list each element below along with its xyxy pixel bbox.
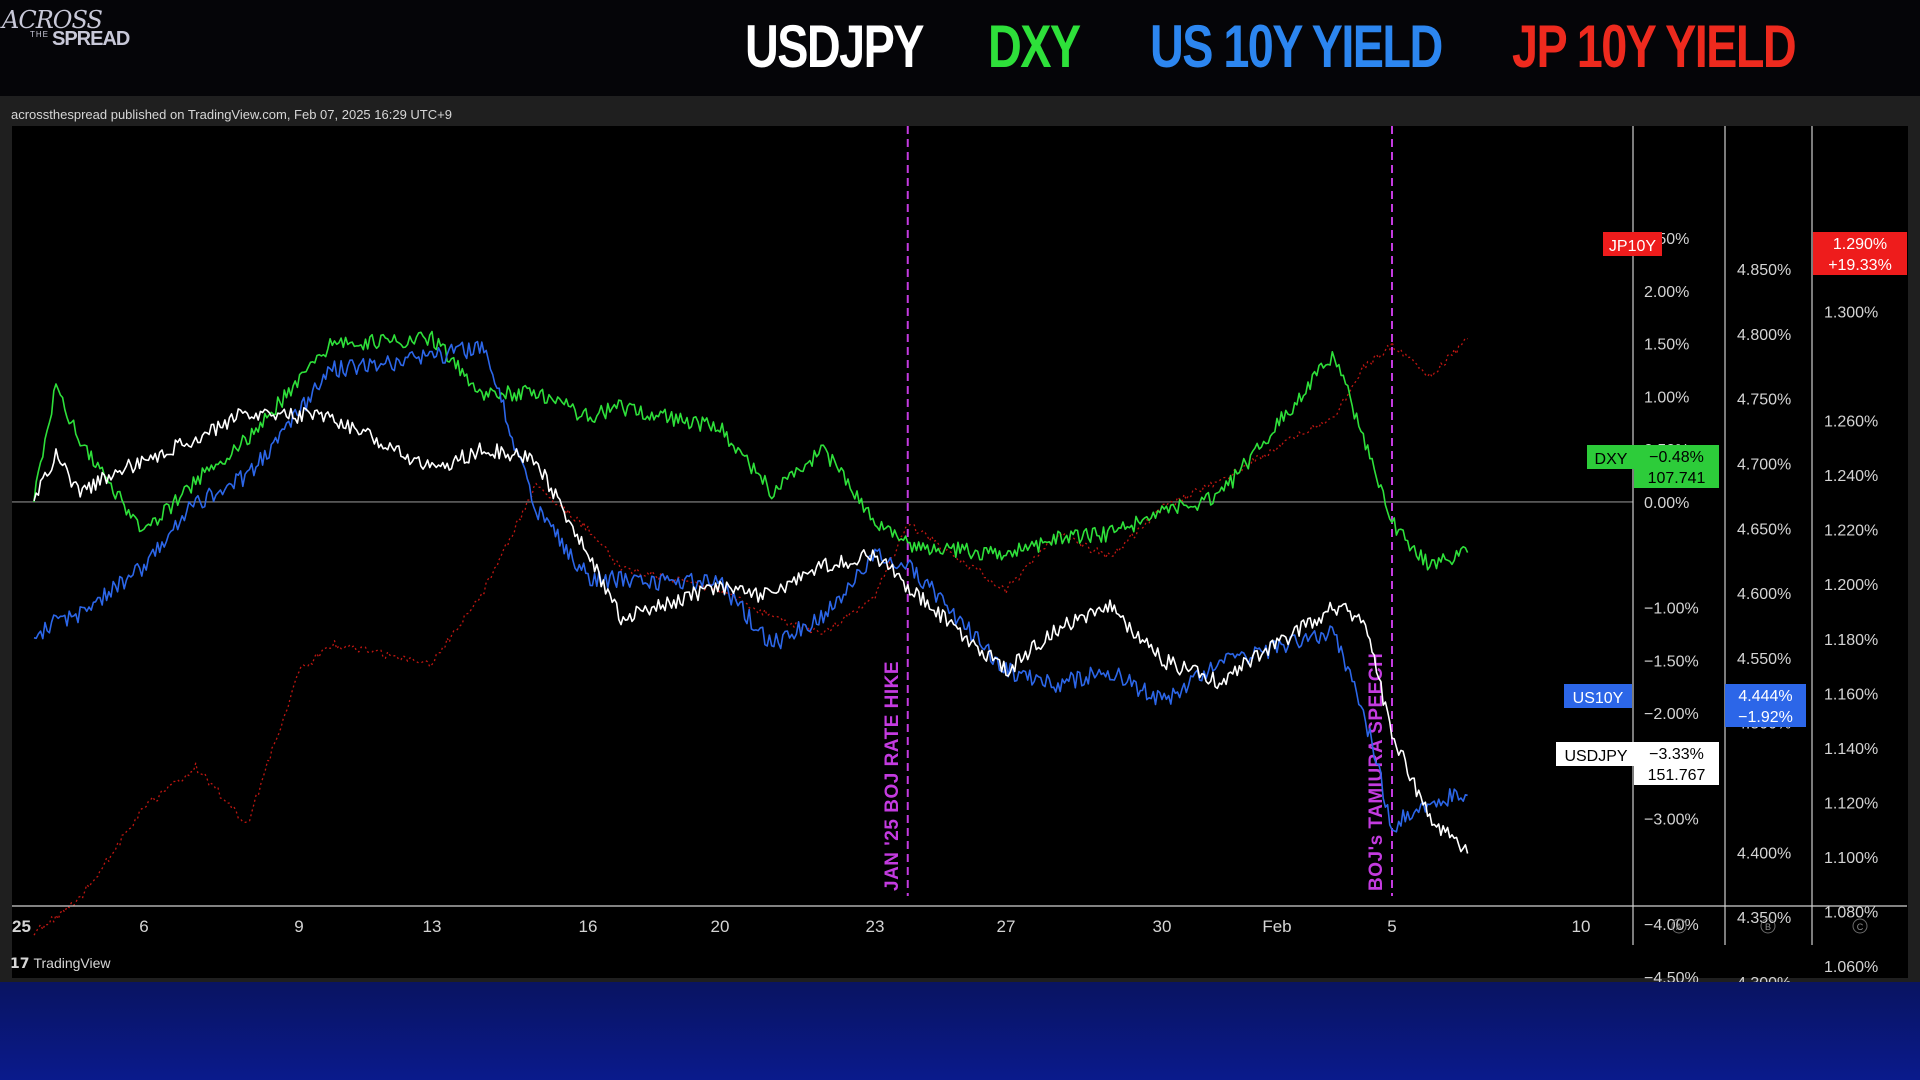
x-tick-10: 5 [1387,917,1396,936]
annotation-label-1: BOJ's TAMIURA SPEECH [1366,653,1387,891]
scale-c-tick-7: 1.160% [1824,686,1878,703]
series-line-usdjpy [33,407,1469,854]
badge-usdjpy-change-bg [1634,742,1719,764]
title-usdjpy: USDJPY [745,13,924,80]
scale-b-tick-1: 4.800% [1737,327,1791,344]
scale-b-tick-2: 4.750% [1737,392,1791,409]
badge-us10y-change-bg [1725,705,1806,727]
scale-a-tick-12: −4.50% [1644,970,1699,982]
badge-dxy-name-bg [1587,445,1635,469]
badge-usdjpy-change-text: −3.33% [1649,746,1704,763]
scale-b-tick-3: 4.700% [1737,456,1791,473]
scale-letter-2: C [1857,922,1864,932]
scale-b-tick-9: 4.350% [1737,910,1791,927]
badge-dxy-name-text: DXY [1595,451,1628,468]
scale-c-tick-11: 1.080% [1824,904,1878,921]
scale-a-tick-11: −4.00% [1644,917,1699,934]
scale-b-tick-10: 4.300% [1737,975,1791,982]
x-tick-7: 27 [997,917,1016,936]
scale-a-tick-6: −1.00% [1644,601,1699,618]
badge-usdjpy-value-text: 151.767 [1648,767,1706,784]
badge-jp10y-value-text: 1.290% [1833,236,1887,253]
badge-us10y-name-bg [1564,684,1632,708]
x-tick-9: Feb [1262,917,1291,936]
brand-logo: ACROSS THE SPREAD [2,6,132,50]
scale-b-tick-0: 4.850% [1737,262,1791,279]
scale-a-tick-2: 1.50% [1644,337,1689,354]
badge-usdjpy-name-text: USDJPY [1564,748,1627,765]
scale-a-tick-10: −3.00% [1644,812,1699,829]
x-tick-0: 25 [12,917,31,936]
tradingview-label: TradingView [33,955,111,971]
scale-c-tick-9: 1.120% [1824,795,1878,812]
scale-circle-0 [1671,918,1687,934]
x-tick-4: 16 [579,917,598,936]
scale-c-tick-5: 1.200% [1824,577,1878,594]
scale-a-tick-8: −2.00% [1644,706,1699,723]
scale-a-tick-1: 2.00% [1644,284,1689,301]
x-tick-3: 13 [423,917,442,936]
scale-letter-1: B [1765,922,1771,932]
annotation-label-0: JAN '25 BOJ RATE HIKE [882,661,903,891]
scale-c-tick-10: 1.100% [1824,850,1878,867]
scale-letter-0: A [1676,922,1682,932]
badge-jp10y-change-bg [1813,253,1907,275]
badge-jp10y-name-bg [1603,232,1662,256]
badge-us10y-value-text: 4.444% [1738,688,1792,705]
header-bar: ACROSS THE SPREAD USDJPY DXY US 10Y YIEL… [0,0,1920,96]
badge-us10y-value-bg [1725,684,1806,706]
badge-dxy-value-text: 107.741 [1648,470,1706,487]
scale-c-tick-1: 1.300% [1824,305,1878,322]
badge-us10y-name-text: US10Y [1573,690,1624,707]
scale-a-tick-3: 1.00% [1644,389,1689,406]
badge-us10y-change-text: −1.92% [1738,709,1793,726]
scale-a-tick-7: −1.50% [1644,653,1699,670]
scale-b-tick-5: 4.600% [1737,586,1791,603]
scale-b-tick-8: 4.400% [1737,845,1791,862]
tradingview-logo[interactable]: 𝟭𝟳 TradingView [10,955,111,972]
logo-line-3: SPREAD [52,28,130,50]
scale-c-tick-2: 1.260% [1824,414,1878,431]
badge-dxy-value-bg [1634,466,1719,488]
badge-dxy-change-text: −0.48% [1649,449,1704,466]
scale-c-tick-12: 1.060% [1824,959,1878,976]
scale-b-tick-4: 4.650% [1737,521,1791,538]
scale-circle-1 [1760,918,1776,934]
chart-panel: acrossthespread published on TradingView… [0,96,1920,982]
badge-usdjpy-value-bg [1634,763,1719,785]
x-tick-5: 20 [711,917,730,936]
title-us10y: US 10Y YIELD [1150,13,1443,80]
logo-line-1: ACROSS [2,6,103,34]
x-tick-2: 9 [294,917,303,936]
title-dxy: DXY [988,13,1081,80]
badge-jp10y-name-text: JP10Y [1609,238,1656,255]
x-tick-6: 23 [866,917,885,936]
publish-info: acrossthespread published on TradingView… [11,107,452,122]
badge-dxy-change-bg [1634,445,1719,467]
scale-b-tick-6: 4.550% [1737,651,1791,668]
badge-jp10y-change-text: +19.33% [1828,257,1892,274]
scale-a-tick-5: 0.00% [1644,495,1689,512]
scale-c-tick-8: 1.140% [1824,741,1878,758]
series-line-dxy [33,330,1469,571]
x-tick-8: 30 [1153,917,1172,936]
scale-c-tick-3: 1.240% [1824,468,1878,485]
series-line-us10y [33,340,1468,833]
title-jp10y: JP 10Y YIELD [1512,13,1797,80]
scale-c-tick-6: 1.180% [1824,632,1878,649]
scale-c-tick-4: 1.220% [1824,523,1878,540]
x-tick-1: 6 [139,917,148,936]
tradingview-logo-icon: 𝟭𝟳 [10,955,30,971]
logo-line-2: THE [30,30,49,39]
badge-jp10y-value-bg [1813,232,1907,254]
chart-svg[interactable]: JAN '25 BOJ RATE HIKE BOJ's TAMIURA SPEEC… [0,96,1920,982]
x-tick-11: 10 [1572,917,1591,936]
scale-circle-2 [1852,918,1868,934]
badge-usdjpy-name-bg [1556,742,1636,766]
